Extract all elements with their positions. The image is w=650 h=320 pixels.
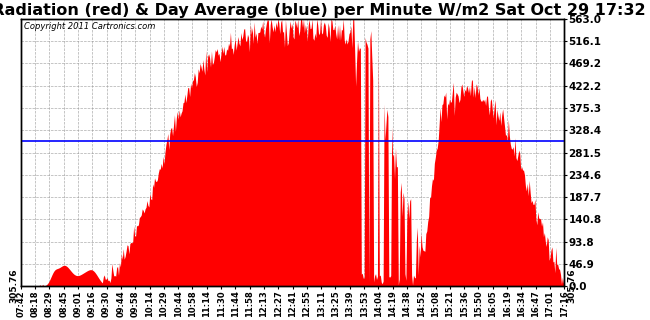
Text: 305.76: 305.76 xyxy=(567,268,576,303)
Title: Solar Radiation (red) & Day Average (blue) per Minute W/m2 Sat Oct 29 17:32: Solar Radiation (red) & Day Average (blu… xyxy=(0,3,645,18)
Text: Copyright 2011 Cartronics.com: Copyright 2011 Cartronics.com xyxy=(23,22,155,31)
Text: 305.76: 305.76 xyxy=(9,268,18,303)
